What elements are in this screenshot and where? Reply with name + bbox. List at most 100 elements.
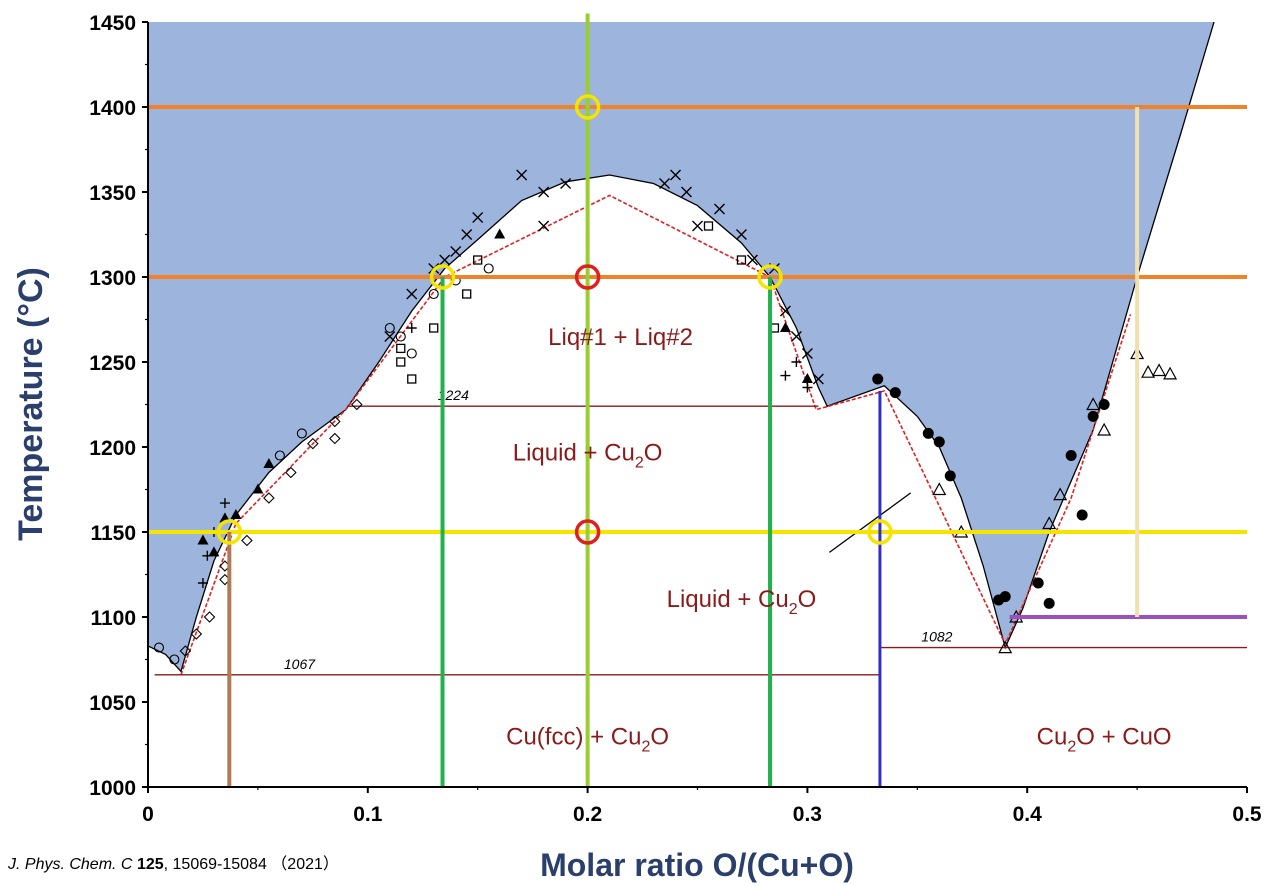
marker-square-open — [396, 343, 406, 354]
marker-plus — [406, 323, 417, 333]
phase-region-labels: Liq#1 + Liq#2 Liquid + Cu2O Liquid + Cu2O C… — [506, 324, 1171, 756]
marker-circle-filled — [922, 427, 934, 439]
marker-cross — [812, 373, 824, 385]
yellow-circle-marker — [216, 519, 243, 545]
y-tick-label: 1400 — [89, 97, 136, 120]
marker-square-open — [736, 255, 747, 265]
citation-pages: , 15069-15084 — [163, 856, 267, 873]
marker-cross — [681, 186, 693, 198]
marker-diamond-open — [329, 432, 341, 445]
y-tick-label: 1200 — [89, 437, 136, 460]
marker-cross — [560, 178, 572, 189]
marker-triangle-filled — [779, 322, 791, 332]
x-tick-label: 0.4 — [1013, 803, 1043, 826]
marker-square-open — [473, 255, 483, 265]
citation-journal: J. Phys. Chem. C — [8, 856, 133, 873]
y-tick-label: 1450 — [89, 12, 136, 35]
marker-circle-open — [296, 428, 307, 439]
invariant-label-1224: 1224 — [438, 387, 469, 403]
marker-cross — [439, 254, 451, 266]
citation-year: （2021） — [271, 856, 339, 873]
marker-cross — [461, 229, 473, 240]
marker-triangle-open — [1141, 364, 1156, 378]
tie-line-marker — [828, 492, 912, 553]
y-tick-label: 1350 — [89, 182, 136, 205]
marker-square-open — [703, 221, 714, 231]
marker-plus — [780, 370, 791, 381]
marker-cross — [384, 331, 396, 342]
y-tick-label: 1250 — [89, 352, 136, 375]
marker-triangle-filled — [494, 228, 506, 239]
marker-circle-filled — [1065, 450, 1077, 461]
x-tick-label: 0 — [142, 803, 154, 826]
marker-circle-filled — [1032, 577, 1044, 589]
marker-circle-filled — [1087, 410, 1099, 422]
marker-triangle-open — [1097, 422, 1112, 436]
marker-cross — [472, 212, 484, 223]
marker-circle-filled — [1098, 399, 1110, 410]
x-tick-label: 0.2 — [573, 803, 602, 826]
marker-circle-filled — [1076, 509, 1088, 521]
marker-triangle-filled — [263, 458, 275, 468]
marker-cross — [779, 305, 791, 317]
marker-diamond-open — [329, 415, 341, 428]
marker-diamond-open — [190, 628, 203, 640]
marker-diamond-open — [351, 398, 363, 411]
red-circle-marker — [574, 264, 601, 290]
y-tick-label: 1000 — [89, 777, 136, 800]
marker-circle-open — [395, 331, 406, 342]
marker-triangle-open — [1086, 397, 1101, 411]
y-tick-label: 1300 — [89, 267, 136, 290]
marker-circle-open — [384, 322, 395, 334]
red-circle-marker — [574, 519, 601, 545]
marker-diamond-open — [179, 645, 192, 657]
marker-triangle-filled — [230, 509, 242, 519]
y-tick-label: 1150 — [90, 522, 136, 545]
marker-triangle-open — [1053, 487, 1068, 501]
marker-triangle-filled — [252, 483, 264, 494]
marker-triangle-filled — [197, 534, 209, 545]
marker-cross — [406, 288, 418, 300]
marker-cross — [538, 186, 550, 198]
marker-cross — [450, 246, 462, 257]
marker-circle-filled — [933, 436, 945, 448]
experimental-data-markers — [153, 169, 1178, 665]
marker-plus — [219, 498, 230, 509]
marker-circle-open — [428, 288, 439, 300]
marker-plus — [791, 357, 802, 367]
marker-diamond-open — [241, 534, 253, 547]
y-tick-label: 1050 — [89, 692, 136, 715]
marker-cross — [659, 178, 671, 189]
marker-square-open — [407, 374, 417, 384]
x-tick-label: 0.3 — [793, 803, 822, 826]
marker-circle-filled — [872, 373, 884, 385]
marker-circle-filled — [993, 594, 1005, 606]
marker-circle-filled — [944, 470, 956, 482]
x-tick-label: 0.5 — [1232, 803, 1262, 826]
marker-cross — [692, 220, 703, 232]
overlay-guide-lines — [148, 13, 1247, 787]
marker-circle-open — [153, 642, 165, 653]
marker-circle-filled — [1043, 597, 1055, 609]
marker-triangle-open — [1042, 516, 1057, 530]
liquid-fill — [148, 22, 1215, 672]
phase-region-label: Liquid + Cu2O — [667, 586, 817, 618]
marker-cross — [516, 169, 528, 181]
marker-diamond-open — [307, 437, 319, 450]
marker-triangle-filled — [801, 373, 813, 383]
marker-circle-open — [483, 263, 494, 274]
marker-square-open — [396, 357, 406, 367]
invariant-label-1082: 1082 — [921, 629, 952, 645]
marker-diamond-open — [263, 492, 275, 504]
marker-cross — [790, 331, 802, 342]
y-axis-ticks: 1000 1050 1100 1150 1200 1250 1300 1350 1400 1450 — [89, 12, 148, 800]
marker-triangle-open — [1152, 363, 1167, 377]
marker-cross — [735, 229, 747, 240]
marker-triangle-open — [932, 482, 947, 496]
marker-square-open — [462, 289, 472, 299]
marker-cross — [538, 220, 550, 232]
marker-triangle-open — [998, 640, 1013, 654]
yellow-circle-marker — [867, 519, 893, 545]
citation-volume: 125 — [136, 856, 164, 873]
